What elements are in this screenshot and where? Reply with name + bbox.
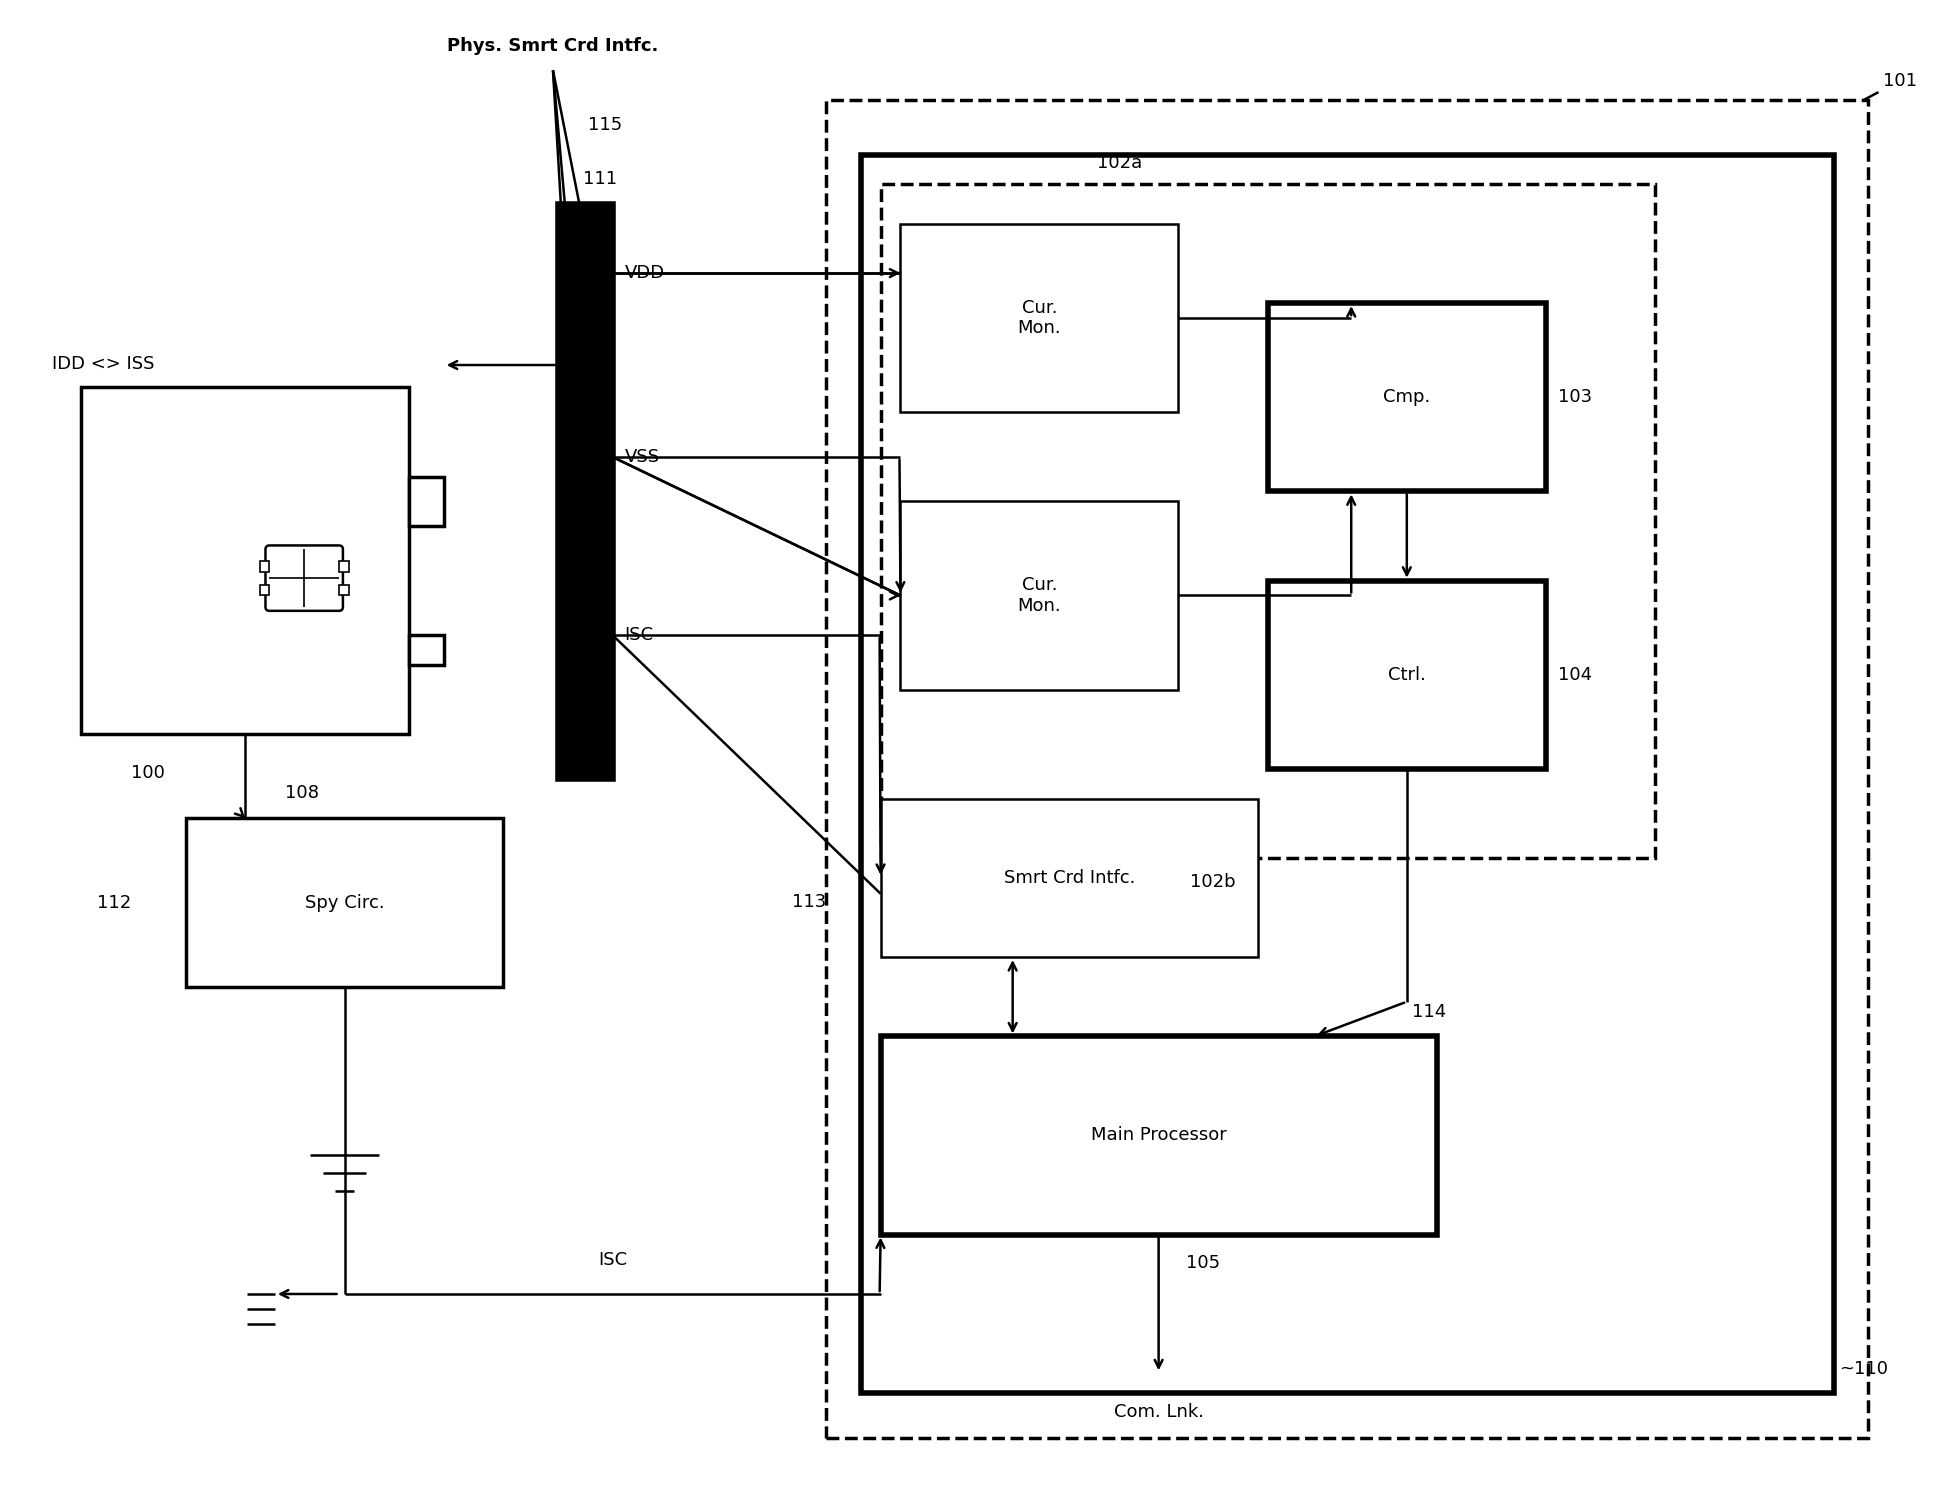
Bar [259,561,269,572]
Text: ISC: ISC [598,1251,627,1269]
Bar [1269,581,1545,770]
Text: ~110: ~110 [1839,1360,1888,1378]
Bar [81,388,408,735]
Bar [861,154,1833,1393]
Text: Smrt Crd Intfc.: Smrt Crd Intfc. [1004,869,1135,887]
Text: ISC: ISC [625,626,654,644]
Bar [186,818,503,987]
Text: 114: 114 [1412,1002,1447,1020]
Text: VSS: VSS [625,448,659,466]
Text: Main Processor: Main Processor [1091,1126,1226,1144]
Text: 100: 100 [132,764,164,782]
Bar [408,635,443,665]
Text: 108: 108 [284,783,319,801]
Text: 102a: 102a [1097,154,1143,172]
Text: 107: 107 [572,229,607,247]
Bar [408,477,443,527]
Text: 112: 112 [97,893,132,911]
Bar [880,1037,1437,1234]
Bar [259,584,269,596]
Text: 115: 115 [588,116,623,134]
Text: IDD <> ISS: IDD <> ISS [52,355,155,373]
Text: Phys. Smrt Crd Intfc.: Phys. Smrt Crd Intfc. [447,36,659,54]
Text: 101: 101 [1884,72,1917,91]
Bar [901,501,1178,690]
Bar [880,184,1656,859]
Bar [338,584,348,596]
Text: Com. Lnk.: Com. Lnk. [1114,1403,1203,1421]
Text: 113: 113 [791,893,826,910]
Bar [826,100,1868,1438]
Text: 102b: 102b [1191,872,1236,890]
Text: 111: 111 [582,171,617,189]
Bar [557,204,613,779]
Text: 104: 104 [1557,665,1592,684]
Bar [901,223,1178,412]
Text: Ctrl.: Ctrl. [1389,665,1425,684]
Text: Cur.
Mon.: Cur. Mon. [1017,576,1062,614]
Bar [1269,303,1545,492]
Text: Cur.
Mon.: Cur. Mon. [1017,299,1062,338]
Text: Cmp.: Cmp. [1383,388,1431,406]
Bar [880,798,1257,957]
Text: VDD: VDD [625,264,665,282]
Text: Spy Circ.: Spy Circ. [306,893,385,911]
FancyBboxPatch shape [265,545,342,611]
Bar [338,561,348,572]
Text: 103: 103 [1557,388,1592,406]
Text: 105: 105 [1186,1254,1220,1272]
